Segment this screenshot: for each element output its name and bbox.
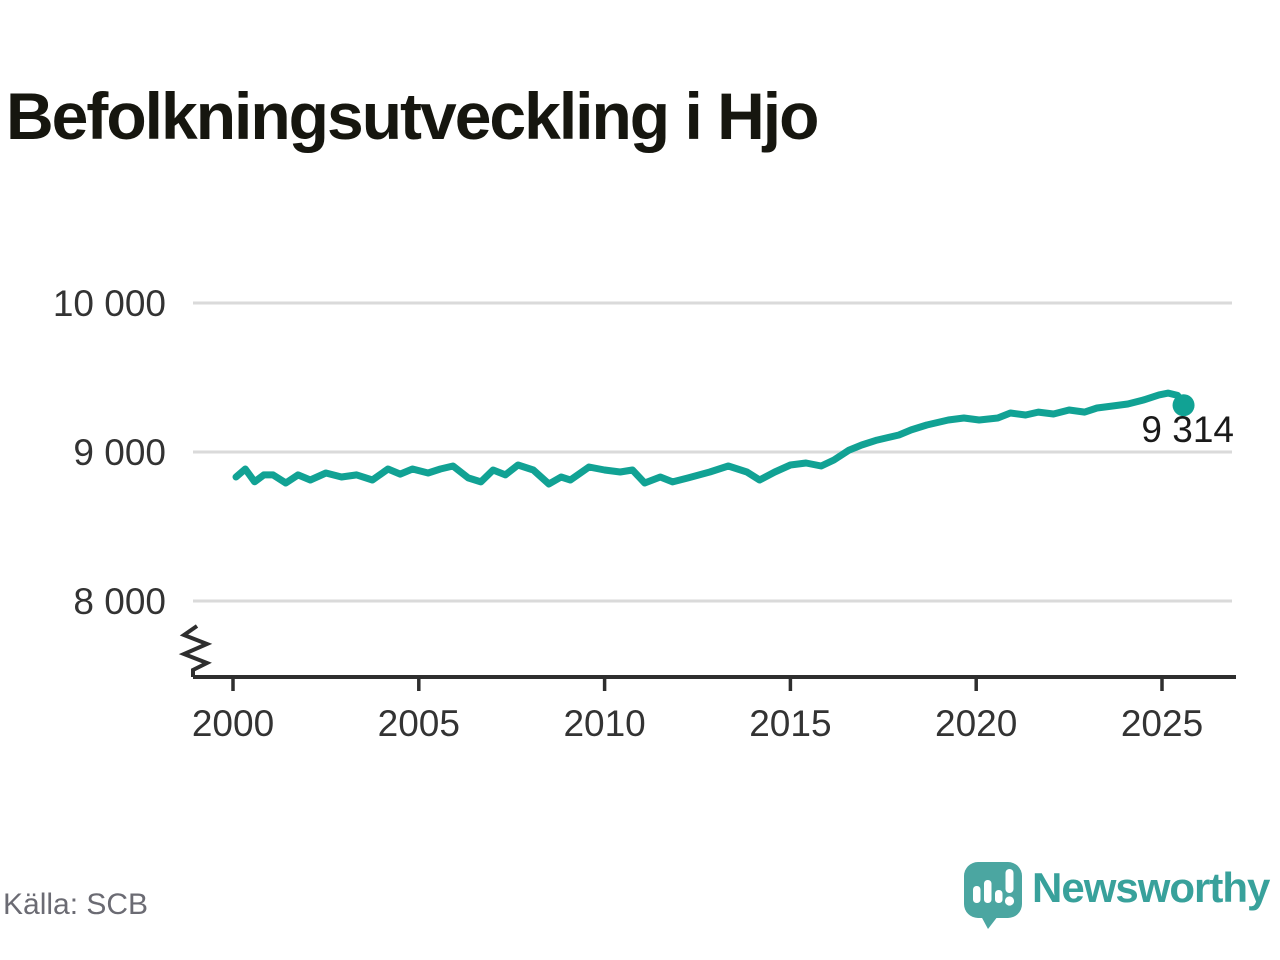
y-tick-label-8000: 8 000 — [73, 581, 166, 622]
y-axis-break-icon — [178, 624, 213, 677]
x-tick-label-2005: 2005 — [378, 703, 460, 744]
x-tick-label-2025: 2025 — [1121, 703, 1203, 744]
newsworthy-logo: Newsworthy — [960, 858, 1280, 934]
population-series-line — [232, 389, 1188, 488]
x-tick-label-2000: 2000 — [192, 703, 274, 744]
x-tick-label-2010: 2010 — [563, 703, 645, 744]
y-tick-label-10000: 10 000 — [53, 283, 166, 324]
newsworthy-logo-icon — [964, 862, 1022, 929]
newsworthy-wordmark: Newsworthy — [1032, 864, 1270, 911]
latest-value-label: 9 314 — [1141, 409, 1234, 450]
chart-title: Befolkningsutveckling i Hjo — [6, 79, 819, 154]
source-caption: Källa: SCB — [3, 888, 149, 921]
x-tick-label-2020: 2020 — [935, 703, 1017, 744]
x-tick-label-2015: 2015 — [749, 703, 831, 744]
y-tick-label-9000: 9 000 — [73, 432, 166, 473]
latest-value-marker — [1172, 394, 1195, 417]
